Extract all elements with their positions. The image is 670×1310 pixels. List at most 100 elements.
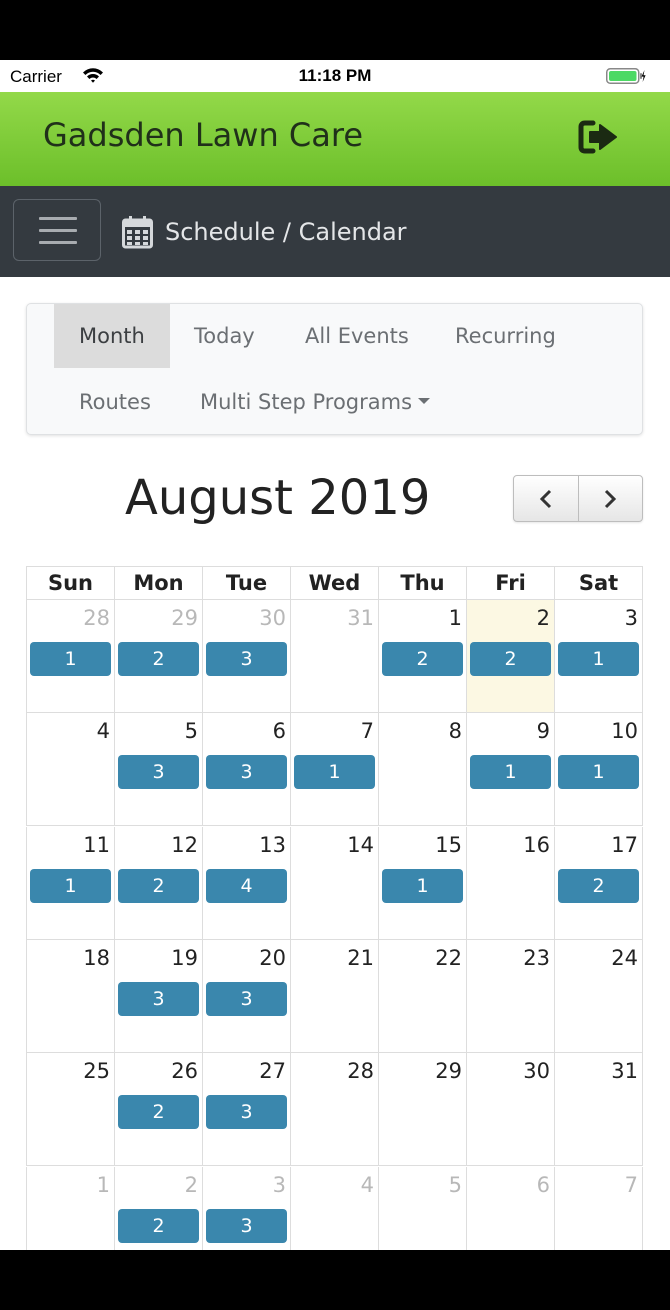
day-cell[interactable]: 29 (379, 1053, 467, 1167)
menu-toggle-button[interactable] (13, 199, 101, 261)
event-count-badge[interactable]: 3 (206, 642, 287, 676)
day-cell[interactable]: 21 (291, 939, 379, 1053)
event-count-badge[interactable]: 3 (206, 1095, 287, 1130)
nav-bar: Schedule / Calendar (0, 186, 670, 277)
event-count-badge[interactable]: 4 (206, 868, 287, 903)
day-cell[interactable]: 30 (467, 1053, 555, 1167)
day-number: 30 (259, 606, 286, 630)
event-count-badge[interactable]: 2 (118, 642, 199, 676)
event-count-badge[interactable]: 3 (206, 755, 287, 790)
weekday-header: Sat (555, 566, 643, 600)
prev-month-button[interactable] (514, 476, 579, 521)
day-cell[interactable]: 24 (555, 939, 643, 1053)
event-count-badge[interactable]: 2 (382, 642, 463, 676)
day-cell[interactable]: 28 1 (26, 600, 115, 713)
day-cell[interactable]: 12 2 (115, 826, 203, 940)
day-cell[interactable]: 5 (379, 1166, 467, 1250)
day-cell[interactable]: 7 (555, 1166, 643, 1250)
day-cell[interactable]: 6 (467, 1166, 555, 1250)
logout-icon[interactable] (578, 119, 620, 155)
next-month-button[interactable] (578, 476, 642, 521)
day-cell[interactable]: 31 (291, 600, 379, 713)
day-number: 23 (523, 945, 550, 970)
event-count-badge[interactable]: 2 (470, 642, 551, 676)
event-count-badge[interactable]: 2 (118, 868, 199, 903)
day-number: 7 (624, 1172, 638, 1197)
day-cell[interactable]: 11 1 (26, 826, 115, 940)
day-number: 28 (347, 1059, 374, 1084)
breadcrumb-text: Schedule / Calendar (165, 218, 407, 246)
day-number: 14 (347, 832, 374, 857)
day-cell[interactable]: 14 (291, 826, 379, 940)
chevron-left-icon (539, 489, 552, 508)
month-title: August 2019 (125, 470, 431, 526)
event-count-badge[interactable]: 2 (558, 868, 639, 903)
wifi-icon (83, 68, 103, 83)
event-count-badge[interactable]: 3 (118, 981, 199, 1016)
event-count-badge[interactable]: 1 (470, 755, 551, 790)
day-cell[interactable]: 4 (291, 1166, 379, 1250)
breadcrumb: Schedule / Calendar (122, 215, 407, 249)
day-cell[interactable]: 18 (26, 939, 115, 1053)
tab-month[interactable]: Month (54, 304, 170, 368)
day-cell[interactable]: 4 (26, 713, 115, 827)
day-cell[interactable]: 22 (379, 939, 467, 1053)
weekday-header: Thu (379, 566, 467, 600)
weekday-header: Mon (115, 566, 203, 600)
day-cell[interactable]: 16 (467, 826, 555, 940)
tab-today[interactable]: Today (194, 324, 255, 348)
view-tabs: Month Today All Events Recurring Routes … (26, 303, 643, 435)
day-cell[interactable]: 1 (26, 1166, 115, 1250)
day-cell[interactable]: 29 2 (115, 600, 203, 713)
event-count-badge[interactable]: 2 (118, 1095, 199, 1130)
event-count-badge[interactable]: 1 (30, 642, 111, 676)
day-cell[interactable]: 31 (555, 1053, 643, 1167)
day-number: 6 (272, 719, 286, 744)
weekday-header: Tue (203, 566, 291, 600)
day-cell[interactable]: 20 3 (203, 939, 291, 1053)
tab-all-events[interactable]: All Events (305, 324, 409, 348)
event-count-badge[interactable]: 1 (558, 642, 639, 676)
day-cell[interactable]: 17 2 (555, 826, 643, 940)
day-number: 31 (611, 1059, 638, 1084)
day-cell[interactable]: 30 3 (203, 600, 291, 713)
event-count-badge[interactable]: 3 (206, 981, 287, 1016)
event-count-badge[interactable]: 3 (118, 755, 199, 790)
day-number: 29 (171, 606, 198, 630)
day-number: 5 (448, 1172, 462, 1197)
event-count-badge[interactable]: 2 (118, 1208, 199, 1243)
day-cell[interactable]: 27 3 (203, 1053, 291, 1167)
day-cell[interactable]: 13 4 (203, 826, 291, 940)
day-cell[interactable]: 10 1 (555, 713, 643, 827)
event-count-badge[interactable]: 1 (382, 868, 463, 903)
carrier-label: Carrier (10, 67, 62, 86)
day-number: 5 (184, 719, 198, 744)
tab-multi-step-programs[interactable]: Multi Step Programs (175, 370, 455, 434)
day-cell[interactable]: 26 2 (115, 1053, 203, 1167)
tab-routes[interactable]: Routes (79, 390, 151, 414)
day-number: 29 (435, 1059, 462, 1084)
day-cell[interactable]: 23 (467, 939, 555, 1053)
event-count-badge[interactable]: 3 (206, 1208, 287, 1243)
day-cell[interactable]: 25 (26, 1053, 115, 1167)
month-nav (513, 475, 643, 522)
event-count-badge[interactable]: 1 (30, 868, 111, 903)
day-cell[interactable]: 28 (291, 1053, 379, 1167)
tab-recurring[interactable]: Recurring (455, 324, 556, 348)
day-cell[interactable]: 19 3 (115, 939, 203, 1053)
hamburger-icon (39, 217, 77, 220)
day-cell[interactable]: 8 (379, 713, 467, 827)
day-number: 28 (83, 606, 110, 630)
event-count-badge[interactable]: 1 (294, 755, 375, 790)
event-count-badge[interactable]: 1 (558, 755, 639, 790)
day-cell[interactable]: 15 1 (379, 826, 467, 940)
